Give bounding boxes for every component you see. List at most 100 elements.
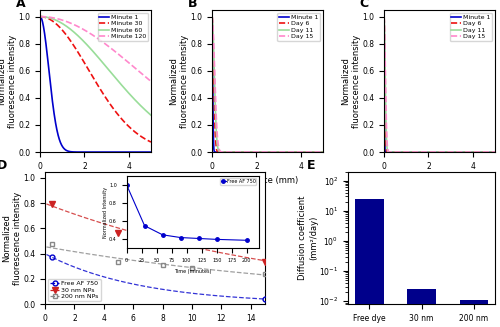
Day 15 [400,150,406,154]
Minute 30 [37,15,43,19]
Minute 1 [446,150,452,154]
Minute 30 [148,140,154,144]
Day 11 [465,150,471,154]
Minute 120 [111,49,117,53]
Minute 120 [120,57,126,60]
Day 11 [381,15,387,19]
Minute 1 [148,150,154,154]
Minute 30 [87,71,93,75]
Day 6 [238,150,244,154]
Day 15 [410,150,416,154]
Text: B: B [188,0,197,10]
Legend: Minute 1, Day 6, Day 11, Day 15: Minute 1, Day 6, Day 11, Day 15 [450,13,492,41]
Day 6 [456,150,462,154]
Day 11 [283,150,289,154]
Minute 30 [111,108,117,112]
Day 6 [293,150,299,154]
Text: C: C [360,0,368,10]
Minute 30 [66,36,71,40]
Minute 60 [37,15,43,19]
Day 6 [272,150,278,154]
X-axis label: Distance (mm): Distance (mm) [408,176,470,185]
Text: D: D [0,159,7,172]
Day 11 [456,150,462,154]
Day 15 [432,150,438,154]
X-axis label: Distance (mm): Distance (mm) [236,176,298,185]
Minute 30 [102,95,108,99]
Minute 1 [293,150,299,154]
Minute 1 [260,150,266,154]
Day 11 [292,150,298,154]
Day 15 [283,150,289,154]
Y-axis label: Normalized
fluorescence intensity: Normalized fluorescence intensity [342,34,361,128]
Day 6 [320,150,326,154]
Day 11 [209,15,215,19]
Day 6 [228,150,234,154]
Line: Minute 60: Minute 60 [40,17,151,115]
Minute 1 [66,149,71,153]
Minute 1 [37,15,43,19]
Day 11 [432,150,438,154]
Day 6 [465,150,471,154]
Day 6 [284,150,290,154]
Day 11 [294,150,300,154]
Minute 1 [320,150,326,154]
Y-axis label: Normalized
fluorescence intensity: Normalized fluorescence intensity [170,34,189,128]
Minute 1 [394,150,400,154]
Minute 1 [87,150,93,154]
Day 11 [400,150,406,154]
Day 15 [431,150,437,154]
Day 6 [381,15,387,19]
Minute 60 [87,46,93,50]
Minute 1 [56,138,62,142]
Minute 60 [148,113,154,117]
Day 6 [274,150,280,154]
Minute 1 [432,150,438,154]
Day 11 [259,150,265,154]
Line: Minute 120: Minute 120 [40,17,151,81]
Day 6 [209,15,215,19]
Line: Day 11: Day 11 [384,17,495,152]
Minute 1 [209,15,215,19]
Bar [354,199,384,327]
Line: Minute 1: Minute 1 [212,17,323,152]
Minute 120 [56,17,62,21]
Y-axis label: Diffusion coefficient
(mm²/day): Diffusion coefficient (mm²/day) [298,196,318,280]
Day 11 [410,150,416,154]
Line: Day 6: Day 6 [212,17,323,152]
Line: Day 6: Day 6 [384,17,495,152]
Day 15 [456,150,462,154]
Day 11 [228,150,234,154]
Day 11 [425,150,431,154]
Minute 1 [274,150,280,154]
Day 15 [274,150,280,154]
Minute 30 [56,25,62,29]
Minute 1 [235,150,241,154]
Minute 1 [120,150,126,154]
Day 15 [259,150,265,154]
Y-axis label: Normalized
fluorescence intensity: Normalized fluorescence intensity [0,34,17,128]
Day 11 [238,150,244,154]
Minute 1 [492,150,498,154]
Line: Day 11: Day 11 [212,17,323,152]
Day 11 [274,150,280,154]
Day 6 [414,150,420,154]
Minute 30 [120,119,126,123]
Minute 60 [102,64,108,68]
Day 15 [381,15,387,19]
Minute 1 [401,150,407,154]
Day 6 [492,150,498,154]
Minute 1 [284,150,290,154]
Minute 1 [381,15,387,19]
Minute 60 [56,20,62,24]
Day 6 [446,150,452,154]
Line: Day 15: Day 15 [384,17,495,152]
Day 15 [209,15,215,19]
Legend: Free AF 750, 30 nm NPs, 200 nm NPs: Free AF 750, 30 nm NPs, 200 nm NPs [48,279,100,301]
Minute 120 [66,20,71,24]
Day 15 [228,150,234,154]
Minute 1 [410,150,416,154]
Minute 60 [111,74,117,78]
Text: A: A [16,0,25,10]
Y-axis label: Normalized
fluorescence intensity: Normalized fluorescence intensity [2,191,22,284]
